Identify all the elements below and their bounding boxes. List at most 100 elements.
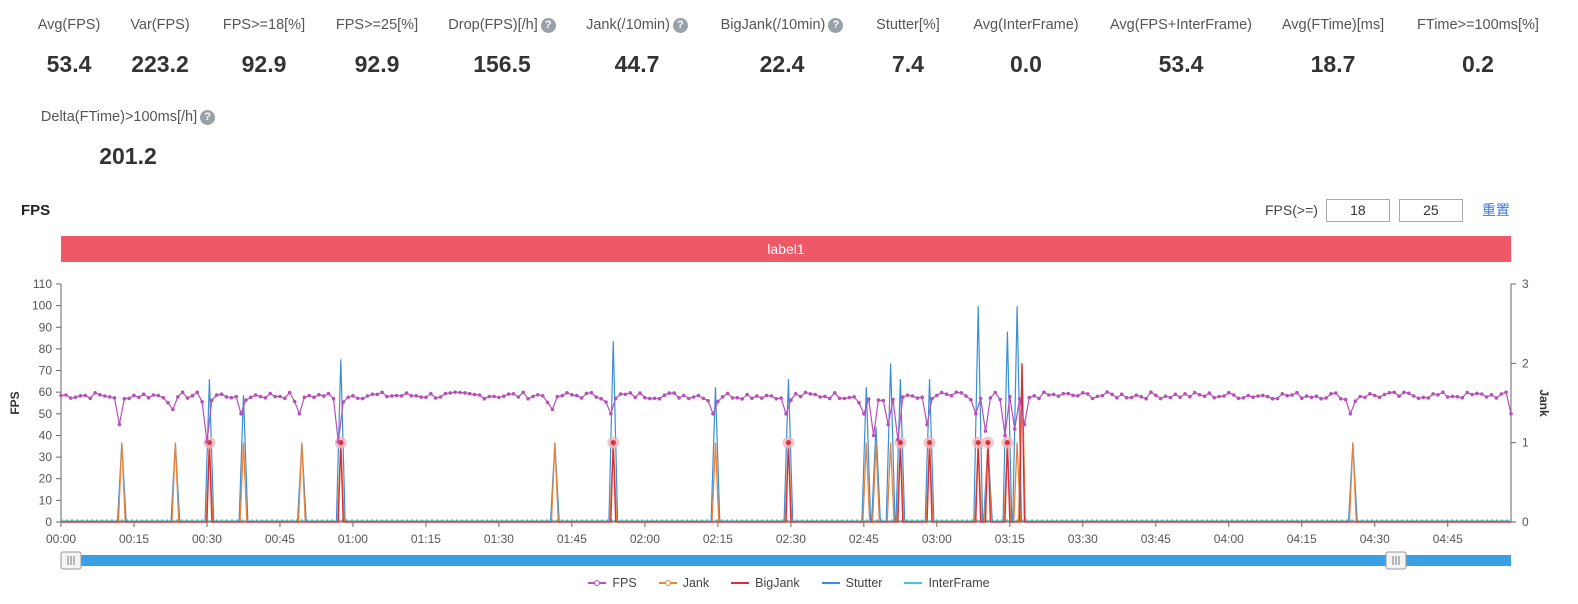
fps-point [857, 401, 861, 405]
y-tick-label: 100 [32, 299, 52, 313]
fps-point [935, 393, 939, 398]
legend-swatch-icon [658, 578, 677, 588]
metric-label: Avg(FTime)[ms] [1282, 17, 1384, 33]
fps-point [915, 396, 920, 400]
fps-point [774, 397, 779, 401]
fps-point [1426, 396, 1431, 400]
fps-point [735, 395, 740, 400]
legend-item-bigjank[interactable]: BigJank [731, 576, 800, 590]
fps-point [1105, 390, 1109, 394]
x-tick-label: 03:30 [1068, 532, 1098, 546]
fps-point [297, 412, 302, 416]
fps-point [385, 394, 389, 399]
fps-point [1445, 395, 1450, 399]
bigjank-marker [610, 440, 616, 446]
metric-6: BigJank(/10min)? 22.4 [662, 16, 902, 78]
fps-point [891, 397, 895, 402]
metric-2: FPS>=18[%] 92.9 [144, 16, 384, 78]
fps-point [1090, 396, 1095, 401]
fps-threshold-input-1[interactable] [1325, 198, 1390, 222]
fps-point [1022, 422, 1027, 427]
x-tick-label: 01:45 [557, 532, 587, 546]
fps-point [1222, 394, 1226, 398]
fps-point [648, 396, 652, 401]
fps-point [886, 422, 890, 427]
fps-point [1158, 396, 1163, 401]
fps-point [1304, 394, 1309, 398]
fps-point [433, 396, 438, 400]
fps-point [1353, 399, 1358, 403]
fps-point [594, 395, 598, 399]
fps-point [438, 395, 443, 399]
fps-point [643, 395, 647, 400]
fps-point [1382, 392, 1387, 397]
fps-point [930, 396, 934, 401]
fps-point [370, 392, 375, 396]
fps-point [1163, 394, 1168, 398]
metric-0: Avg(FPS) 53.4 [0, 16, 189, 78]
legend-item-stutter[interactable]: Stutter [821, 576, 882, 590]
fps-point [1494, 396, 1499, 400]
fps-point [1149, 390, 1153, 394]
label-bar[interactable]: label1 [61, 236, 1511, 262]
fps-point [1431, 392, 1435, 396]
fps-point [1489, 393, 1494, 397]
metric-label: Var(FPS) [130, 17, 189, 33]
fps-point [458, 390, 462, 395]
fps-point [185, 396, 190, 400]
y-tick-label: 30 [39, 450, 53, 464]
fps-point [1377, 395, 1382, 400]
fps-point [575, 393, 579, 398]
fps-threshold-input-2[interactable] [1398, 198, 1463, 222]
fps-point [1178, 395, 1182, 400]
fps-point [1441, 390, 1445, 394]
fps-point [978, 396, 983, 401]
fps-point [331, 397, 336, 401]
fps-point [93, 391, 97, 395]
y-axis-title: FPS [8, 391, 22, 414]
help-icon[interactable]: ? [672, 17, 688, 33]
fps-point [764, 393, 769, 398]
legend-item-interframe[interactable]: InterFrame [904, 576, 990, 590]
legend-swatch-icon [904, 578, 923, 588]
metric-11: FTime>=100ms[%] 0.2 [1358, 16, 1578, 78]
legend-swatch-icon [731, 578, 750, 588]
fps-point [467, 391, 472, 396]
help-icon[interactable]: ? [828, 17, 844, 33]
fps-point [1324, 396, 1328, 400]
metric-label: Stutter[%] [876, 17, 940, 33]
fps-point [531, 394, 535, 399]
help-icon[interactable]: ? [540, 17, 556, 33]
legend-item-fps[interactable]: FPS [588, 576, 637, 590]
fps-point [365, 394, 370, 398]
y2-tick-label: 2 [1522, 356, 1529, 370]
fps-point [404, 391, 409, 395]
x-tick-label: 01:15 [411, 532, 441, 546]
fps-point [482, 396, 487, 401]
fps-point [414, 394, 419, 398]
y2-axis-title: Jank [1537, 389, 1551, 417]
help-icon[interactable]: ? [200, 109, 216, 125]
reset-button[interactable]: 重置 [1481, 203, 1510, 219]
metric-label: FPS>=18[%] [223, 17, 305, 33]
fps-point [83, 393, 88, 398]
fps-point [1197, 392, 1202, 397]
fps-point [1392, 390, 1396, 395]
legend-item-jank[interactable]: Jank [658, 576, 709, 590]
fps-point [1076, 394, 1080, 398]
fps-point [1373, 393, 1377, 398]
fps-point [789, 398, 793, 402]
y2-tick-label: 3 [1522, 277, 1529, 291]
bigjank-marker [985, 440, 991, 446]
y-tick-label: 0 [45, 515, 52, 529]
fps-chart[interactable]: 0 10 20 30 40 50 60 70 80 90 100 110 0 1 2 3 00:00 00:15 0… [0, 270, 1578, 575]
series-fps [60, 391, 1512, 442]
fps-point [176, 395, 180, 399]
fps-point [662, 393, 667, 397]
fps-point [784, 412, 788, 416]
x-tick-label: 04:45 [1433, 532, 1463, 546]
fps-point [1227, 390, 1231, 395]
fps-point [399, 394, 404, 398]
fps-point [1368, 392, 1372, 396]
fps-point [1407, 391, 1411, 396]
